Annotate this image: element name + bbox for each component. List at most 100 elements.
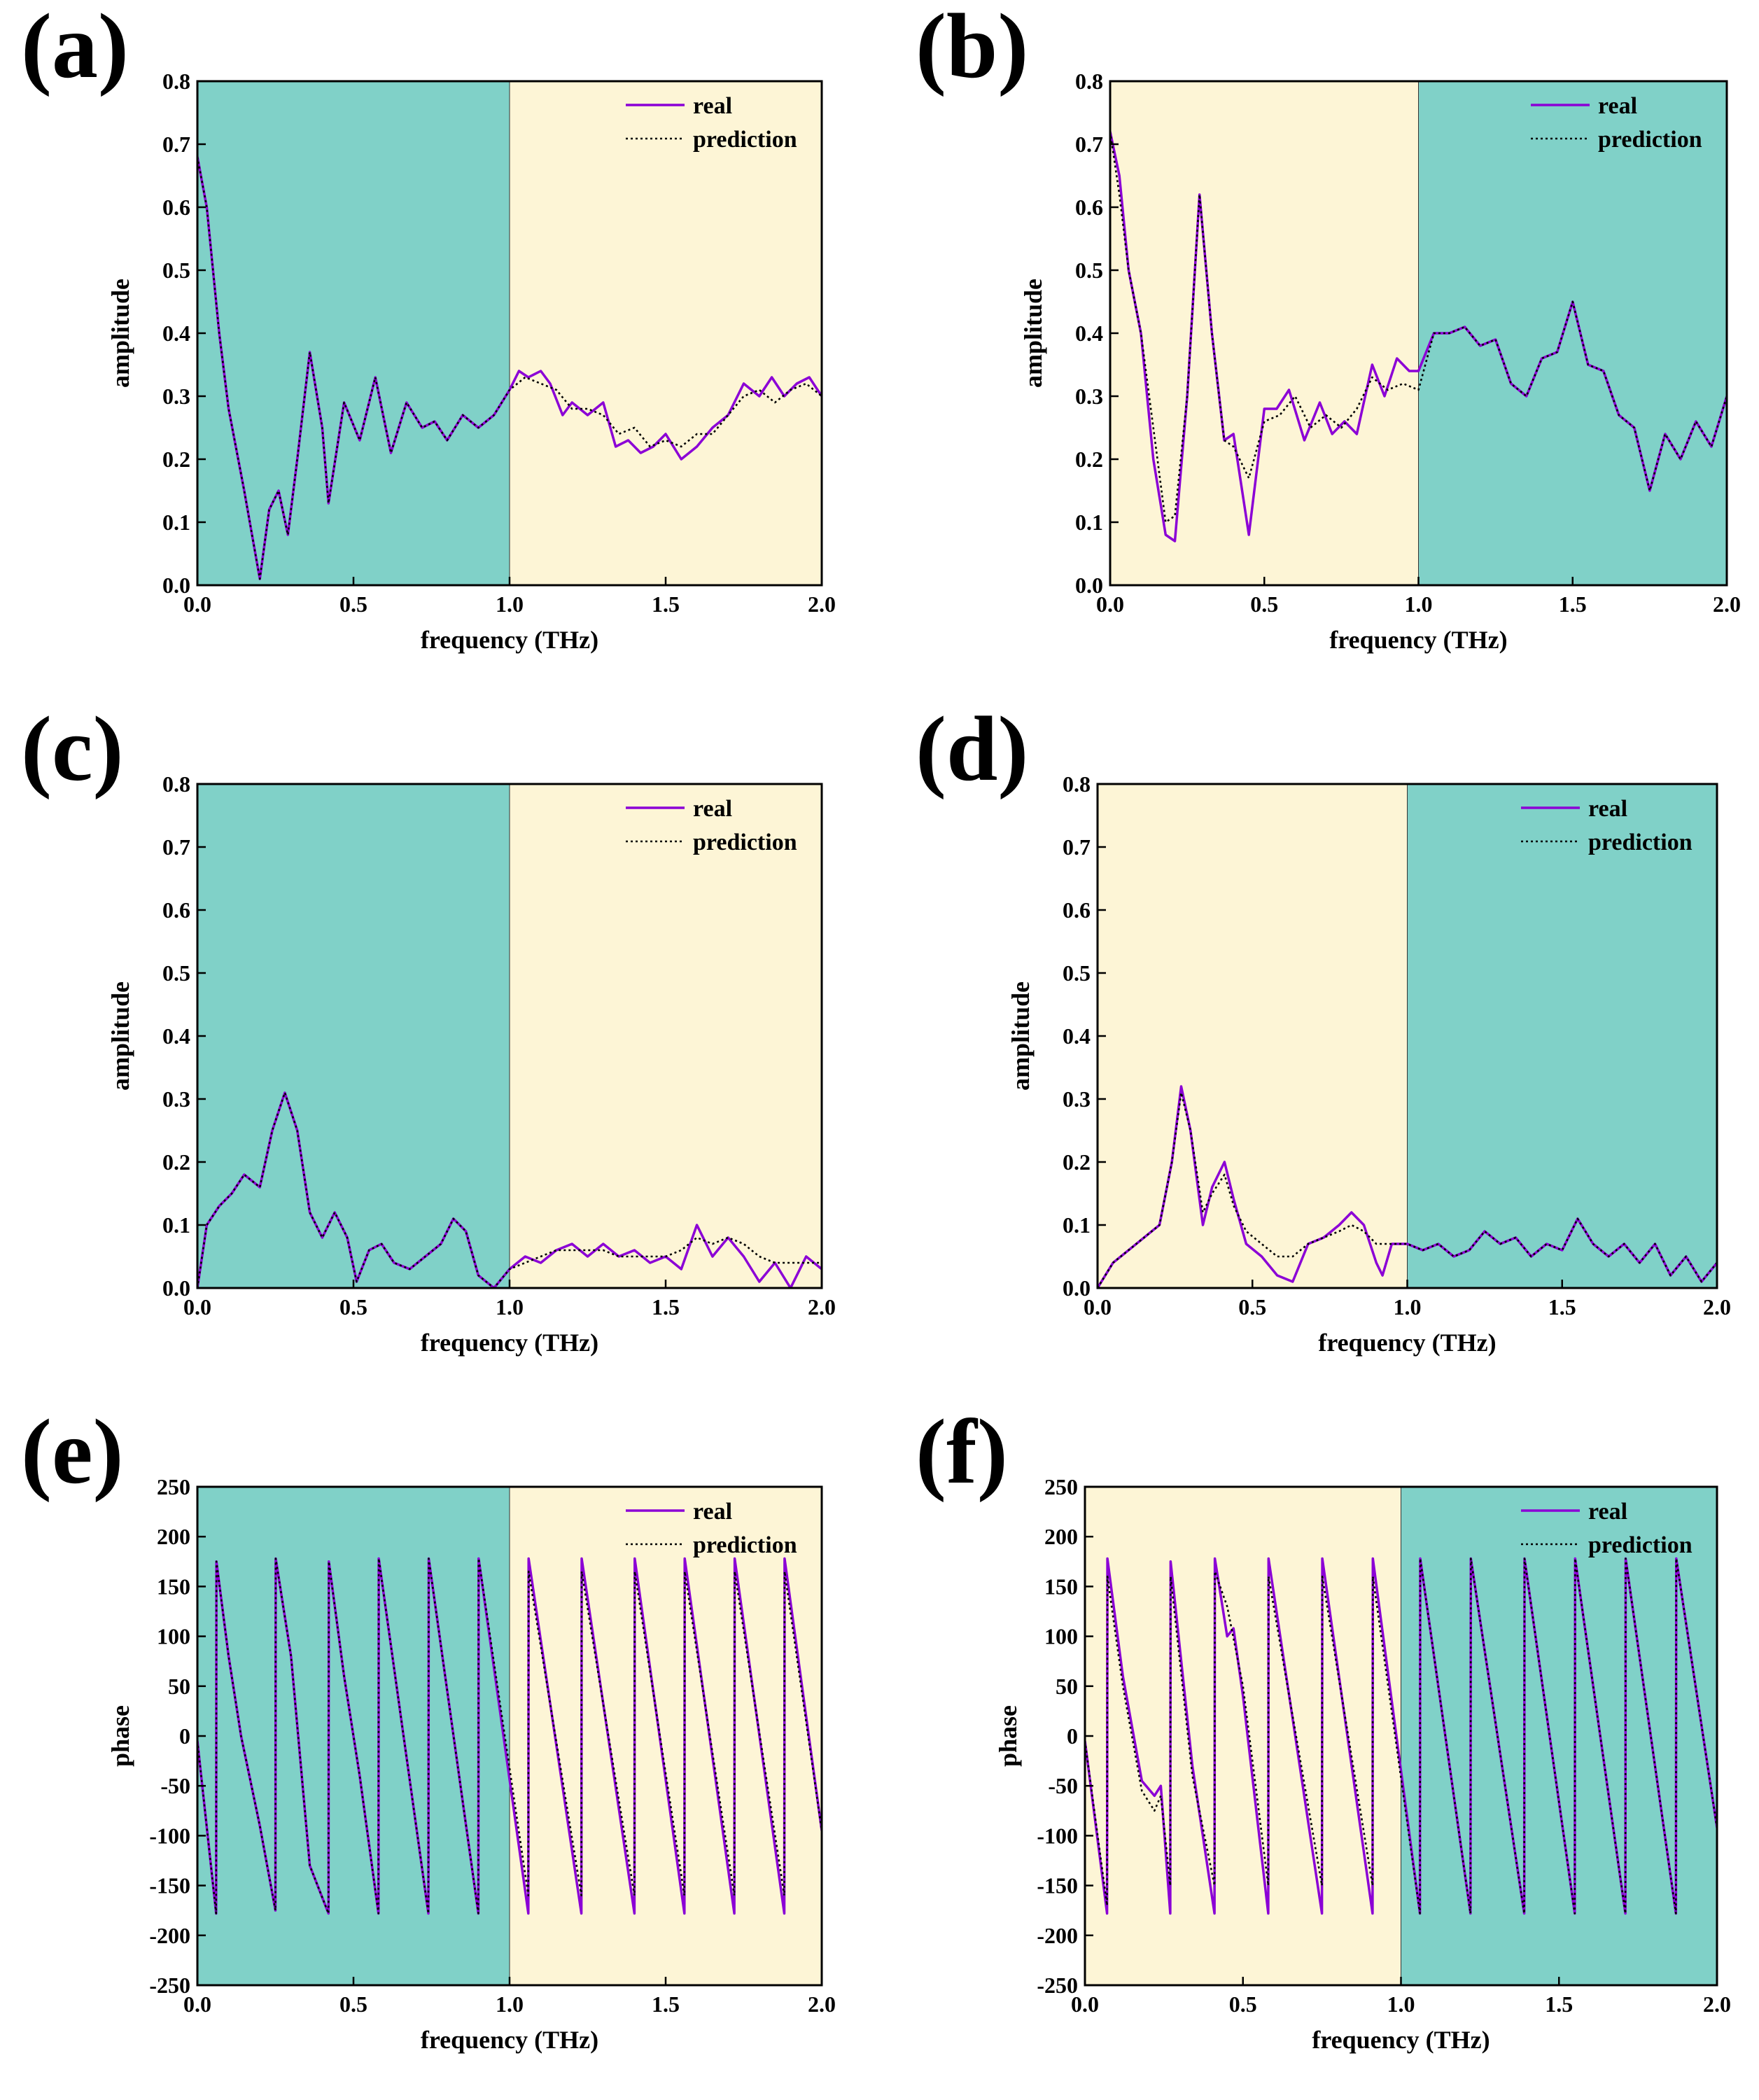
legend-label-prediction: prediction: [1598, 127, 1702, 153]
y-tick-label: 0.3: [162, 384, 190, 409]
y-tick-label: 0.8: [162, 69, 190, 94]
x-tick-label: 0.0: [183, 1991, 211, 2017]
x-tick-label: 1.0: [1394, 1294, 1422, 1320]
y-tick-label: 0.5: [162, 258, 190, 283]
y-tick-label: 0.2: [162, 1149, 190, 1175]
series-line-prediction: [1085, 1558, 1717, 1914]
y-tick-label: 200: [1044, 1524, 1078, 1549]
x-tick-label: 0.0: [1096, 592, 1124, 617]
y-tick-label: 0.5: [1063, 960, 1091, 986]
y-axis-label: amplitude: [1019, 279, 1047, 388]
y-tick-label: 0: [1067, 1723, 1078, 1749]
y-tick-label: 0.1: [162, 1212, 190, 1238]
shaded-region-cream: [510, 784, 822, 1288]
x-tick-label: 0.0: [1071, 1991, 1099, 2017]
x-tick-label: 1.0: [496, 1294, 524, 1320]
legend-label-prediction: prediction: [693, 830, 797, 855]
legend-label-real: real: [1588, 796, 1627, 822]
y-axis-label: amplitude: [106, 279, 134, 388]
panel-letter: (f): [916, 1400, 1008, 1503]
legend: real prediction: [626, 1499, 797, 1558]
legend-label-prediction: prediction: [693, 127, 797, 153]
y-tick-label: 0: [179, 1723, 190, 1749]
y-tick-label: -250: [149, 1973, 190, 1998]
legend: real prediction: [1521, 796, 1693, 855]
x-axis-label: frequency (THz): [421, 626, 598, 654]
panel-letter: (e): [21, 1400, 124, 1503]
legend: real prediction: [626, 796, 797, 855]
y-tick-label: 150: [157, 1574, 190, 1599]
shaded-region-teal: [1418, 81, 1727, 585]
shaded-region-cream: [510, 1487, 822, 1985]
y-axis-label: amplitude: [106, 981, 134, 1091]
panel-letter: (d): [916, 697, 1028, 800]
y-tick-label: 0.4: [1063, 1023, 1091, 1049]
panel-letter: (a): [21, 0, 129, 97]
y-tick-label: 100: [157, 1624, 190, 1649]
y-tick-label: 50: [168, 1674, 190, 1699]
x-tick-label: 1.5: [652, 1991, 680, 2017]
x-tick-label: 2.0: [1703, 1294, 1731, 1320]
y-tick-label: 0.4: [162, 1023, 190, 1049]
y-axis-label: phase: [994, 1705, 1022, 1767]
x-tick-label: 0.5: [339, 1294, 367, 1320]
y-tick-label: 0.8: [1063, 771, 1091, 797]
shaded-region-teal: [197, 81, 510, 585]
shaded-region-cream: [1085, 1487, 1401, 1985]
legend-label-real: real: [1598, 93, 1637, 119]
chart-panel-3: 0.0 0.5 1.0 1.5 2.0 0.0 0.1 0.2 0.3 0.4 0.5 0.6 0.7 0…: [21, 697, 836, 1357]
x-tick-label: 1.5: [1559, 592, 1587, 617]
chart-panel-1: 0.0 0.5 1.0 1.5 2.0 0.0 0.1 0.2 0.3 0.4 0.5 0.6 0.7 0…: [21, 0, 836, 654]
y-tick-label: 0.1: [1063, 1212, 1091, 1238]
y-tick-label: 0.2: [162, 447, 190, 472]
y-tick-label: 250: [1044, 1474, 1078, 1499]
x-tick-label: 1.5: [652, 592, 680, 617]
y-tick-label: 0.2: [1063, 1149, 1091, 1175]
y-tick-label: 0.6: [1063, 897, 1091, 923]
chart-panel-4: 0.0 0.5 1.0 1.5 2.0 0.0 0.1 0.2 0.3 0.4 0.5 0.6 0.7 0…: [916, 697, 1731, 1357]
y-tick-label: 0.7: [162, 132, 190, 157]
series-line-prediction: [1098, 1091, 1717, 1288]
y-tick-label: 0.0: [162, 573, 190, 598]
x-tick-label: 1.5: [652, 1294, 680, 1320]
y-tick-label: 0.4: [162, 321, 190, 346]
y-tick-label: 0.3: [1075, 384, 1103, 409]
x-tick-label: 1.5: [1548, 1294, 1576, 1320]
y-tick-label: -200: [149, 1923, 190, 1948]
x-tick-label: 0.0: [1084, 1294, 1112, 1320]
y-tick-label: -100: [149, 1823, 190, 1848]
y-tick-label: 0.3: [1063, 1086, 1091, 1112]
y-axis-label: phase: [106, 1705, 134, 1767]
x-tick-label: 1.5: [1545, 1991, 1573, 2017]
y-tick-label: 0.7: [1063, 834, 1091, 860]
y-tick-label: -200: [1037, 1923, 1078, 1948]
y-axis-label: amplitude: [1007, 981, 1035, 1091]
y-tick-label: -50: [1048, 1773, 1078, 1798]
x-tick-label: 2.0: [808, 592, 836, 617]
panel-letter: (c): [21, 697, 124, 800]
y-tick-label: 0.2: [1075, 447, 1103, 472]
legend-label-prediction: prediction: [1588, 1532, 1693, 1558]
x-tick-label: 0.5: [339, 592, 367, 617]
shaded-region-teal: [1401, 1487, 1717, 1985]
y-tick-label: 0.5: [1075, 258, 1103, 283]
x-tick-label: 1.0: [1387, 1991, 1415, 2017]
x-tick-label: 2.0: [1703, 1991, 1731, 2017]
y-tick-label: 0.0: [162, 1275, 190, 1301]
series-line-prediction: [197, 1091, 822, 1288]
y-tick-label: 100: [1044, 1624, 1078, 1649]
y-tick-label: 0.0: [1063, 1275, 1091, 1301]
y-tick-label: 0.6: [162, 897, 190, 923]
series-line-prediction: [1110, 131, 1727, 524]
shaded-region-cream: [510, 81, 822, 585]
y-tick-label: 0.1: [162, 510, 190, 535]
shaded-region-teal: [1407, 784, 1717, 1288]
series-line-real: [1110, 131, 1727, 542]
y-tick-label: -150: [1037, 1873, 1078, 1898]
x-tick-label: 2.0: [808, 1991, 836, 2017]
x-tick-label: 1.0: [496, 592, 524, 617]
x-tick-label: 0.0: [183, 1294, 211, 1320]
y-tick-label: 0.3: [162, 1086, 190, 1112]
y-tick-label: 0.6: [162, 195, 190, 220]
y-tick-label: 0.4: [1075, 321, 1103, 346]
